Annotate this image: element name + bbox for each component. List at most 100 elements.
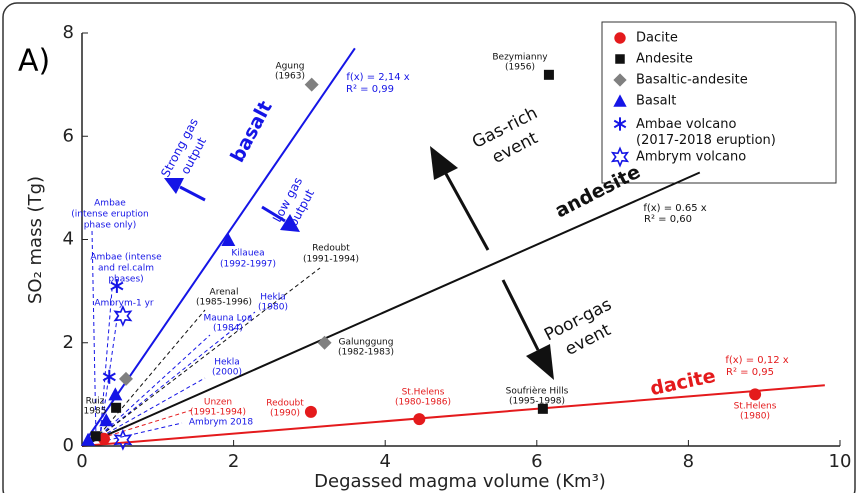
y-tick-label: 6 (63, 125, 74, 146)
point (97, 432, 110, 445)
annotation: St.Helens (734, 402, 777, 412)
legend-marker (614, 32, 626, 44)
annotation: (1984) (213, 324, 243, 334)
annotation: (1990) (270, 409, 300, 419)
legend-label: Basalt (636, 94, 676, 109)
y-tick-label: 2 (63, 332, 74, 353)
arrows (164, 146, 554, 380)
y-tick-label: 8 (63, 22, 74, 43)
point (413, 413, 426, 426)
asterisk-stroke (110, 281, 124, 291)
fit-r2: R² = 0,99 (346, 84, 394, 95)
annotation: Ambae (intense (90, 253, 162, 263)
annotation: St.Helens (402, 388, 445, 398)
point (108, 387, 123, 401)
point (317, 335, 332, 350)
point (113, 428, 133, 451)
fit-r2: R² = 0,95 (726, 367, 774, 378)
x-tick-label: 8 (683, 451, 694, 472)
legend-box (601, 21, 837, 184)
annotation: (1980) (740, 412, 770, 422)
annotation: (1985-1996) (196, 298, 252, 308)
annotation: Ambrym 2018 (189, 418, 253, 428)
annotation: (1982-1983) (338, 348, 394, 358)
y-axis-label: SO₂ mass (Tg) (25, 176, 46, 304)
legend-label: Basaltic-andesite (636, 73, 748, 88)
legend-label: Ambrym volcano (636, 150, 746, 165)
annotation: Hekla (260, 293, 286, 303)
x-tick-label: 2 (228, 451, 239, 472)
annotation: Bezymianny (492, 53, 548, 63)
point (221, 233, 236, 247)
fit-equation: f(x) = 2,14 x (346, 72, 409, 83)
legend-label: Ambae volcano (2017-2018 eruption) (636, 117, 776, 148)
fit-label: basalt (226, 97, 276, 166)
annotation: Ruiz (86, 397, 105, 407)
fit-equation: f(x) = 0,12 x (725, 355, 788, 366)
point (537, 403, 548, 414)
point (543, 69, 554, 80)
fit-label: andesite (552, 161, 645, 223)
annotation: (1992-1997) (220, 260, 276, 270)
legend-label-line: (2017-2018 eruption) (636, 133, 776, 148)
x-tick-label: 0 (76, 451, 87, 472)
point (111, 402, 122, 413)
point (113, 304, 133, 327)
annotation: (2000) (212, 368, 242, 378)
annotation: Redoubt (266, 399, 304, 409)
annotation: (1991-1994) (303, 255, 359, 265)
annotation: Redoubt (312, 244, 350, 254)
asterisk-stroke (102, 372, 116, 382)
annotation: Unzen (204, 398, 232, 408)
legend-label: Andesite (636, 52, 693, 67)
annotation: Ambae (94, 199, 126, 209)
x-tick-label: 10 (829, 451, 852, 472)
fit-equation: f(x) = 0.65 x (643, 203, 706, 214)
legend-marker (613, 117, 627, 131)
annotation: Arenal (210, 288, 239, 298)
annotation: Galunggung (339, 338, 394, 348)
y-tick-label: 4 (63, 229, 74, 250)
leader-lines (91, 229, 321, 443)
x-tick-label: 6 (531, 451, 542, 472)
point (304, 405, 317, 418)
panel-label: A) (18, 44, 50, 79)
point (81, 432, 96, 446)
annotation: Kilauea (231, 249, 264, 259)
annotation: phases) (108, 275, 143, 285)
annotation: (1991-1994) (190, 408, 246, 418)
legend-label-line: Ambae volcano (636, 117, 737, 132)
fit-line (81, 384, 825, 447)
annotation: (1963) (275, 72, 305, 82)
annotation: 1985 (84, 407, 107, 417)
legend-marker (615, 54, 625, 64)
annotation: Ambrym-1 yr (94, 299, 154, 309)
annotation: phase only) (84, 221, 137, 231)
point (90, 431, 101, 442)
point (110, 278, 124, 293)
annotation: (1956) (505, 63, 535, 73)
legend-marker (613, 73, 627, 87)
point (304, 77, 319, 92)
fit-r2: R² = 0,60 (644, 214, 692, 225)
annotation: Hekla (214, 358, 240, 368)
asterisk-stroke (613, 119, 627, 129)
point (118, 371, 133, 386)
point (102, 369, 116, 384)
x-tick-label: 4 (379, 451, 390, 472)
point (749, 388, 762, 401)
annotation: (intense eruption (71, 210, 148, 220)
legend-marker (610, 146, 630, 168)
point (99, 413, 114, 427)
annotation: (1980-1986) (395, 398, 451, 408)
x-axis-label: Degassed magma volume (Km³) (314, 471, 606, 492)
annotation: (1995-1998) (509, 397, 565, 407)
annotation: Soufrière Hills (506, 386, 569, 397)
annotation: Agung (276, 62, 305, 72)
y-tick-label: 0 (63, 435, 74, 456)
annotation: Mauna Loa (204, 314, 253, 324)
annotation: (1980) (258, 303, 288, 313)
annotation: and rel.calm (98, 264, 154, 274)
